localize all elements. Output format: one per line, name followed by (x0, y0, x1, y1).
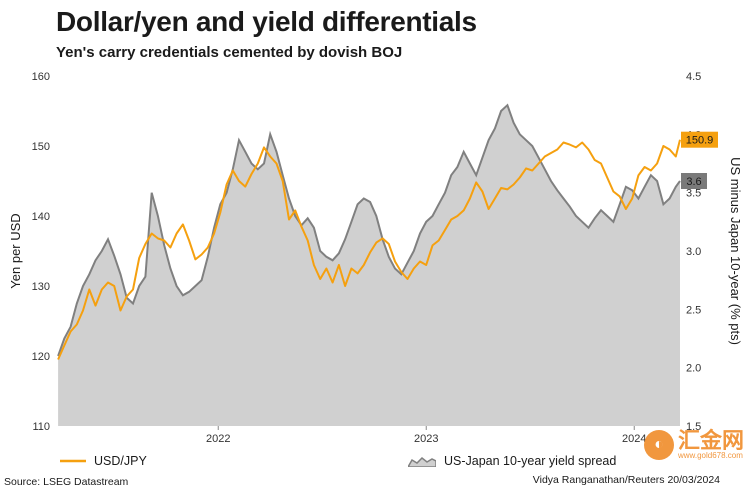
right-axis-tick-label: 1.5 (686, 421, 701, 433)
spread-legend-swatch (408, 456, 436, 467)
left-axis-tick-label: 140 (32, 211, 50, 223)
legend-label-spread: US-Japan 10-year yield spread (444, 454, 617, 468)
usdjpy-end-badge (681, 131, 718, 148)
watermark-text: 汇金网 (677, 428, 744, 453)
chart-title: Dollar/yen and yield differentials (56, 6, 477, 37)
left-axis-tick-label: 130 (32, 281, 50, 293)
right-axis-title: US minus Japan 10-year (% pts) (728, 157, 743, 345)
source-note: Source: LSEG Datastream (4, 476, 129, 488)
watermark: ◐ 汇金网 www.gold678.com (643, 428, 744, 460)
x-axis-tick-label: 2023 (414, 433, 438, 445)
spread-end-badge (681, 173, 707, 189)
right-axis-tick-label: 3.0 (686, 246, 701, 258)
right-axis-tick-label: 3.5 (686, 188, 701, 200)
spread-line (57, 103, 681, 357)
left-axis-tick-label: 110 (32, 421, 50, 433)
chart-subtitle: Yen's carry credentials cemented by dovi… (56, 44, 403, 61)
x-axis-tick-label: 2024 (622, 433, 646, 445)
left-axis-tick-label: 150 (32, 141, 50, 153)
right-axis-tick-label: 2.5 (686, 304, 701, 316)
credit-note: Vidya Ranganathan/Reuters 20/03/2024 (532, 474, 720, 486)
usdjpy-line (57, 139, 681, 360)
spread-area (58, 105, 681, 426)
legend-label-usdjpy: USD/JPY (94, 454, 147, 468)
legend-item-usdjpy: USD/JPY (60, 454, 147, 468)
x-axis-tick-label: 2022 (206, 433, 230, 445)
usdjpy-end-value: 150.9 (686, 135, 714, 147)
left-axis-tick-label: 160 (32, 71, 50, 83)
circle-logo-icon: ◐ (643, 430, 674, 460)
usdjpy-legend-swatch (60, 459, 86, 463)
left-axis-tick-label: 120 (32, 351, 50, 363)
right-axis-tick-label: 2.0 (686, 363, 701, 375)
right-axis-tick-label: 4.5 (686, 71, 701, 83)
left-axis-title: Yen per USD (8, 213, 23, 288)
watermark-url: www.gold678.com (677, 451, 743, 460)
spread-end-value: 3.6 (686, 176, 701, 188)
legend-item-spread: US-Japan 10-year yield spread (408, 454, 616, 468)
